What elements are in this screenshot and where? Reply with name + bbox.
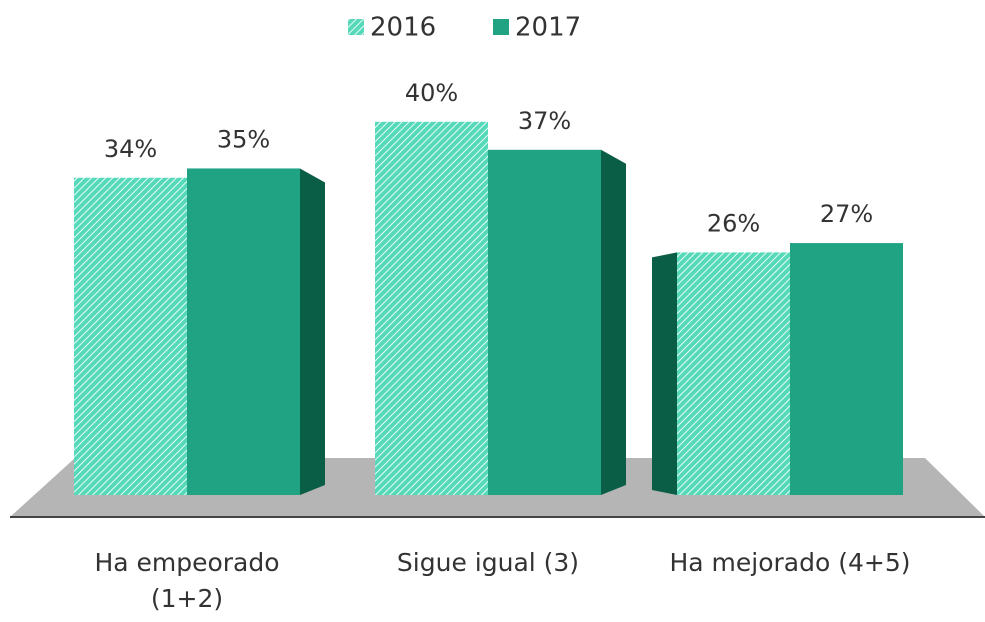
legend-swatch [493,19,509,35]
bar [187,168,300,495]
bar [375,121,488,496]
value-label: 35% [217,125,270,153]
x-tick-label: Ha empeorado (1+2) [94,548,280,613]
bar [677,252,790,495]
bar-side [300,168,325,495]
legend-label: 2016 [370,13,436,43]
bar [74,177,187,495]
legend-label: 2017 [515,13,581,43]
x-tick-label: Sigue igual (3) [396,548,580,577]
bar [488,149,601,496]
value-label: 37% [518,107,571,135]
value-label: 34% [104,135,157,163]
bar-side [652,252,677,495]
bar-side [601,149,626,496]
bar [790,243,903,495]
value-label: 27% [820,200,873,228]
x-tick-label: Ha mejorado (4+5) [669,548,911,577]
value-label: 40% [405,79,458,107]
legend-swatch [348,19,364,35]
value-label: 26% [707,209,760,237]
